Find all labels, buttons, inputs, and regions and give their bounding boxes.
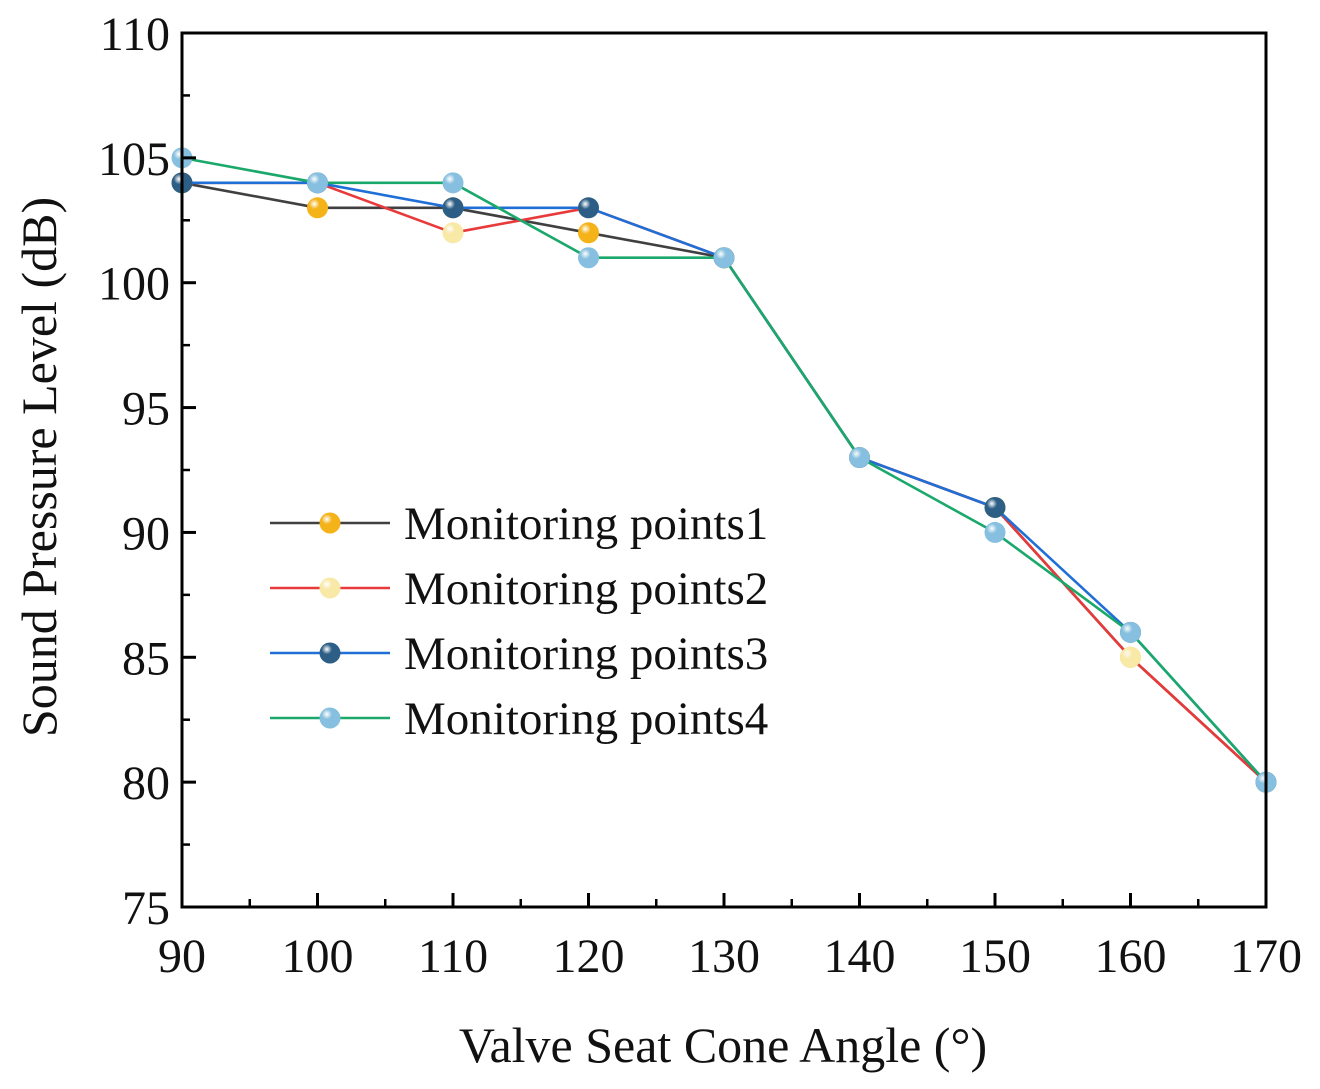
series-2-point [1120, 646, 1141, 668]
legend-item: Monitoring points3 [270, 628, 768, 680]
legend-marker [319, 577, 341, 599]
y-tick-label: 110 [100, 8, 170, 61]
series-1-point [307, 197, 328, 219]
legend-label: Monitoring points3 [404, 628, 768, 680]
legend-marker [319, 707, 341, 729]
legend-label: Monitoring points2 [404, 563, 768, 615]
series-3-point [578, 197, 599, 219]
axes-layer: 90 100 110 120 130 140 150 160 170 75 80 85 90 95 100 1… [98, 8, 1302, 983]
series-2-point [442, 222, 464, 244]
legend-item: Monitoring points2 [270, 563, 768, 615]
y-tick-label: 105 [98, 133, 170, 186]
series-4-point [984, 521, 1006, 543]
x-tick-label: 130 [688, 930, 760, 983]
legend: Monitoring points1 Monitoring points2 Moni… [270, 498, 768, 745]
x-tick-label: 120 [553, 930, 625, 983]
legend-label: Monitoring points1 [404, 498, 768, 550]
legend-item: Monitoring points4 [270, 693, 768, 745]
plot-frame [180, 31, 1268, 909]
legend-label: Monitoring points4 [404, 693, 768, 745]
series-4 [171, 147, 1277, 793]
y-tick-label: 85 [122, 632, 170, 685]
legend-marker [319, 512, 341, 534]
x-tick-label: 150 [959, 930, 1031, 983]
series-4-point [578, 247, 599, 269]
series-layer [171, 147, 1277, 793]
y-tick-label: 100 [98, 258, 170, 311]
series-3-point [984, 496, 1006, 518]
series-4-point [1120, 621, 1141, 643]
series-4-point [307, 172, 328, 194]
legend-marker [319, 642, 341, 664]
y-tick-label: 90 [122, 507, 170, 560]
x-tick-label: 100 [282, 930, 354, 983]
y-axis-label: Sound Pressure Level (dB) [11, 197, 67, 737]
series-3-point [442, 197, 464, 219]
series-4-point [442, 172, 464, 194]
series-4-point [849, 447, 870, 469]
x-tick-label: 170 [1230, 930, 1302, 983]
y-tick-label: 75 [122, 882, 170, 935]
series-4-point [713, 247, 735, 269]
y-tick-label: 80 [122, 757, 170, 810]
x-tick-label: 160 [1095, 930, 1167, 983]
x-tick-label: 90 [158, 930, 206, 983]
x-axis-label: Valve Seat Cone Angle (°) [459, 1017, 987, 1073]
legend-item: Monitoring points1 [270, 498, 768, 550]
x-tick-label: 140 [824, 930, 896, 983]
x-tick-label: 110 [418, 930, 488, 983]
series-1-point [578, 222, 599, 244]
y-tick-label: 95 [122, 383, 170, 436]
